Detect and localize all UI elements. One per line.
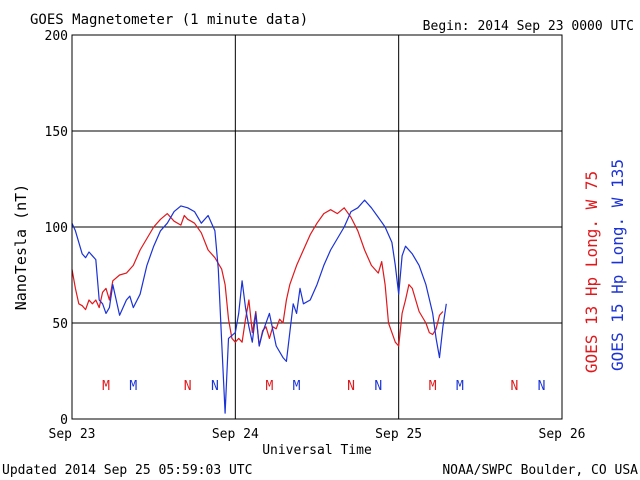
x-tick-label: Sep 23 <box>49 427 96 442</box>
y-tick-label: 100 <box>45 221 68 236</box>
noon-marker: N <box>374 379 382 394</box>
midnight-marker: M <box>129 379 137 394</box>
y-tick-label: 150 <box>45 125 68 140</box>
y-axis-ticks: 0 50 100 150 200 <box>45 29 68 428</box>
chart-title: GOES Magnetometer (1 minute data) <box>30 12 308 28</box>
y-tick-label: 0 <box>60 413 68 428</box>
series-lines <box>71 199 447 414</box>
y-axis-label: NanoTesla (nT) <box>12 184 30 310</box>
legend-series-goes13: GOES 13 Hp Long. W 75 <box>582 171 601 373</box>
x-tick-label: Sep 25 <box>375 427 422 442</box>
x-axis-ticks: Sep 23 Sep 24 Sep 25 Sep 26 <box>49 427 586 442</box>
noon-marker: N <box>510 379 518 394</box>
plot-frame <box>71 34 563 420</box>
x-tick-label: Sep 24 <box>212 427 259 442</box>
source-credit: NOAA/SWPC Boulder, CO USA <box>442 463 638 478</box>
midnight-marker: M <box>456 379 464 394</box>
series-line-goes13 <box>71 207 444 347</box>
noon-marker: N <box>538 379 546 394</box>
noon-marker: N <box>184 379 192 394</box>
midnight-marker: M <box>102 379 110 394</box>
legend-series-goes15: GOES 15 Hp Long. W 135 <box>608 159 627 371</box>
midnight-marker: M <box>293 379 301 394</box>
noon-marker: N <box>211 379 219 394</box>
midnight-marker: M <box>429 379 437 394</box>
updated-timestamp: Updated 2014 Sep 25 05:59:03 UTC <box>2 463 252 478</box>
begin-time-label: Begin: 2014 Sep 23 0000 UTC <box>423 19 634 34</box>
y-tick-label: 50 <box>52 317 68 332</box>
midnight-marker: M <box>265 379 273 394</box>
noon-marker: N <box>347 379 355 394</box>
series-line-goes15 <box>71 199 447 414</box>
y-tick-label: 200 <box>45 29 68 44</box>
x-tick-label: Sep 26 <box>539 427 586 442</box>
x-axis-label: Universal Time <box>262 443 372 458</box>
